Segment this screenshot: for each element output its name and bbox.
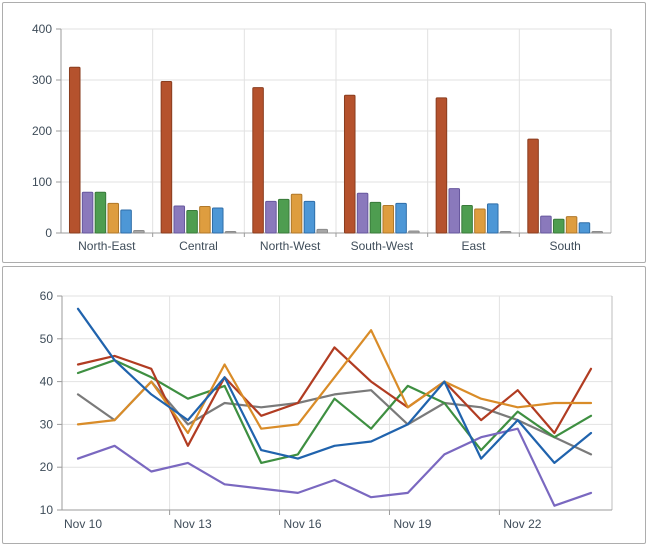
y-axis-label: 200	[32, 124, 52, 138]
x-axis-label: Nov 10	[64, 517, 102, 531]
bar-blue-central	[211, 207, 224, 234]
bar-purple-central	[173, 205, 186, 234]
bar-blue-east	[486, 203, 499, 234]
x-axis-label: South	[549, 239, 580, 253]
bar-blue-south	[578, 222, 591, 234]
bar-red-south	[527, 138, 539, 234]
bar-orange-south	[565, 216, 578, 234]
bar-gray-south-west	[408, 230, 420, 234]
bar-orange-east	[474, 208, 486, 234]
y-axis-label: 10	[40, 503, 54, 517]
bar-red-central	[160, 81, 173, 234]
y-axis-label: 400	[32, 22, 52, 36]
bar-blue-north-west	[303, 200, 316, 234]
y-axis-label: 20	[40, 460, 54, 474]
bar-chart-panel: 0 100 200 300 400 North-East Central North-West…	[2, 2, 646, 263]
bar-gray-east	[499, 230, 512, 234]
y-axis-label: 40	[40, 375, 54, 389]
bar-orange-south-west	[382, 204, 395, 234]
y-axis-label: 100	[32, 175, 52, 189]
x-axis-label: Nov 13	[174, 517, 212, 531]
bar-purple-north-east	[81, 191, 94, 234]
x-axis-label: North-East	[78, 239, 136, 253]
bar-gray-central	[224, 230, 237, 234]
bar-red-north-east	[68, 66, 81, 234]
y-axis-label: 0	[45, 226, 52, 240]
bar-blue-north-east	[120, 209, 132, 234]
bar-purple-north-west	[265, 200, 277, 234]
bar-red-north-west	[252, 87, 264, 234]
x-axis-label: Nov 22	[503, 517, 541, 531]
bar-red-east	[435, 97, 448, 234]
bar-red-south-west	[343, 94, 356, 234]
line-chart-panel: 10 20 30 40 50 60 Nov 10 Nov 13 Nov 16 Nov 19 Nov …	[2, 266, 646, 544]
bar-purple-east	[448, 188, 461, 234]
line-series-blue	[76, 307, 593, 464]
line-chart: 10 20 30 40 50 60 Nov 10 Nov 13 Nov 16 Nov 19 Nov …	[40, 289, 613, 531]
bar-green-south-west	[369, 201, 382, 234]
bar-gray-north-west	[316, 228, 329, 234]
bar-blue-south-west	[395, 202, 407, 234]
bar-purple-south-west	[356, 192, 369, 234]
y-axis-label: 50	[40, 332, 54, 346]
bar-green-north-west	[277, 198, 290, 234]
line-series-green	[76, 359, 593, 464]
bar-orange-north-west	[290, 193, 303, 234]
x-axis-label: Nov 19	[393, 517, 431, 531]
bar-gray-north-east	[133, 229, 145, 234]
y-axis-label: 300	[32, 73, 52, 87]
bar-green-east	[461, 204, 473, 234]
bar-green-south	[552, 218, 565, 234]
x-axis-label: Central	[179, 239, 218, 253]
bar-green-north-east	[94, 191, 107, 234]
bar-orange-north-east	[107, 202, 120, 234]
x-axis-label: South-West	[351, 239, 414, 253]
line-series-orange	[76, 329, 593, 435]
line-series-red	[76, 346, 593, 447]
x-axis-label: Nov 16	[284, 517, 322, 531]
y-axis-label: 60	[40, 289, 54, 303]
y-axis-label: 30	[40, 417, 54, 431]
x-axis-label: North-West	[260, 239, 321, 253]
bar-green-central	[186, 210, 198, 234]
x-axis-label: East	[461, 239, 486, 253]
bar-gray-south	[591, 230, 604, 234]
grouped-bar-chart: 0 100 200 300 400 North-East Central North-West…	[32, 22, 612, 253]
bar-orange-central	[199, 205, 211, 234]
bar-purple-south	[540, 215, 552, 234]
